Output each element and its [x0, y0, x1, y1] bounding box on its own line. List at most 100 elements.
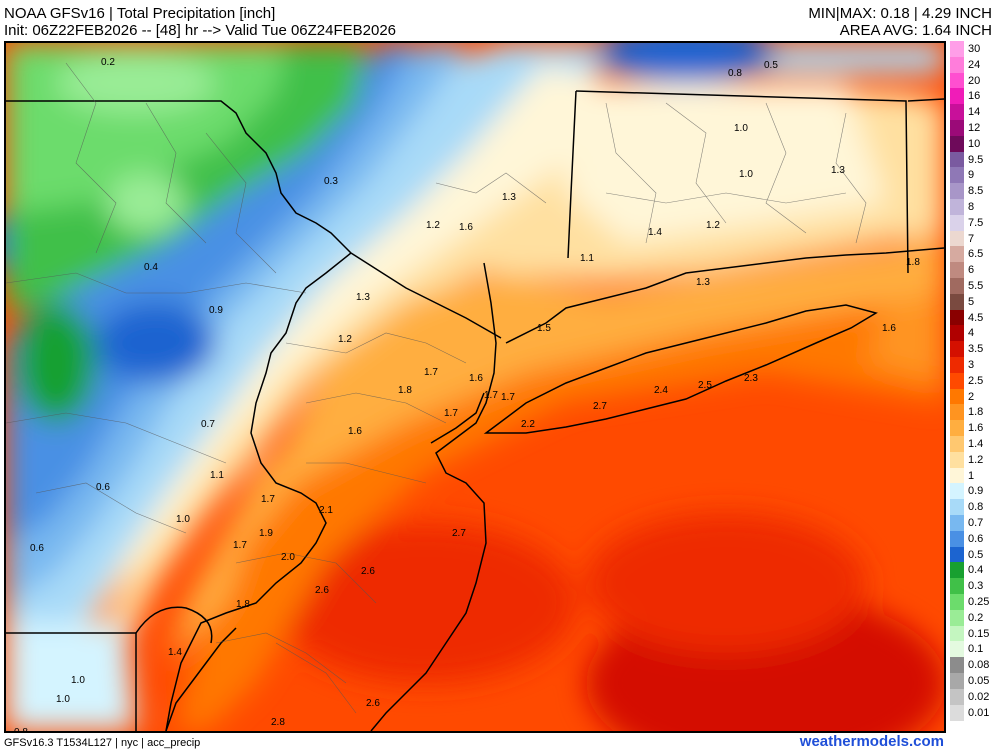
legend-label: 0.25: [968, 596, 990, 608]
precip-value-label: 1.2: [426, 220, 440, 231]
legend-label: 3: [968, 359, 975, 371]
legend-entry: 0.7: [948, 515, 998, 531]
precip-value-label: 1.9: [259, 528, 273, 539]
precip-value-label: 1.1: [580, 253, 594, 264]
legend-label: 20: [968, 74, 981, 87]
legend-entry: 20: [948, 72, 998, 89]
legend-swatch: [950, 404, 964, 421]
precip-value-label: 1.7: [233, 540, 247, 551]
legend-swatch: [950, 530, 964, 547]
legend-entry: 1.4: [948, 436, 998, 452]
precip-value-label: 2.1: [319, 505, 333, 516]
legend-swatch: [950, 704, 964, 721]
precip-value-label: 1.6: [882, 323, 896, 334]
precip-field: [6, 43, 944, 731]
nj-coastline: [370, 262, 497, 731]
legend-entry: 0.4: [948, 562, 998, 579]
legend-swatch: [950, 262, 964, 279]
legend-entry: 0.02: [948, 688, 998, 705]
model-info: GFSv16.3 T1534L127 | nyc | acc_precip: [4, 737, 201, 749]
legend-swatch: [950, 673, 964, 689]
precip-value-label: 2.6: [315, 585, 329, 596]
ny-nj-border: [350, 252, 502, 339]
legend-entry: 1.2: [948, 451, 998, 468]
precip-value-label: 2.0: [281, 552, 295, 563]
legend-label: 2.5: [968, 374, 984, 387]
legend-label: 0.15: [968, 627, 990, 640]
init-valid-time: Init: 06Z22FEB2026 -- [48] hr --> Valid …: [4, 22, 397, 39]
legend-swatch: [950, 641, 964, 658]
legend-label: 0.08: [968, 659, 990, 672]
legend-label: 16: [968, 90, 981, 103]
long-island-outline: [483, 304, 878, 434]
map-title: NOAA GFSv16 | Total Precipitation [inch]: [4, 5, 276, 22]
legend-swatch: [950, 214, 964, 231]
legend-swatch: [950, 578, 964, 595]
precip-value-label: 2.7: [593, 401, 607, 412]
legend-swatch: [950, 515, 964, 531]
legend-label: 0.2: [968, 611, 984, 624]
precip-value-label: 1.4: [648, 227, 662, 238]
precip-value-label: 1.3: [831, 165, 845, 176]
legend-label: 1.6: [968, 422, 984, 435]
color-legend: 30 24 20 16 14 12 10 9.5 9 8.5 8 7.5 7 6.5 6 5.5 5 4.5 4 3.…: [948, 41, 998, 721]
legend-entry: 3: [948, 357, 998, 373]
legend-swatch: [950, 56, 964, 73]
legend-label: 1: [968, 469, 975, 482]
legend-entry: 3.5: [948, 341, 998, 358]
legend-label: 3.5: [968, 343, 984, 356]
precip-value-label: 1.0: [71, 675, 85, 686]
brand-link[interactable]: weathermodels.com: [799, 733, 944, 750]
precip-value-label: 2.3: [744, 373, 758, 384]
legend-label: 6: [968, 264, 975, 277]
legend-entry: 6: [948, 262, 998, 279]
map-value-labels: 0.20.80.51.01.0 1.30.31.31.2 1.6 1.41.20.41…: [14, 57, 920, 731]
legend-label: 4: [968, 327, 975, 340]
legend-entry: 0.05: [948, 673, 998, 689]
legend-entry: 9.5: [948, 151, 998, 168]
precipitation-map[interactable]: 0.2 0.8 0.5 1.0 1.0 1.3 0.3 1.3 1.2 1.6 1.4 1.2 0.4 1…: [4, 41, 946, 733]
precip-value-label: 0.8: [728, 68, 742, 79]
legend-entry: 9: [948, 167, 998, 184]
precip-value-label: 1.5: [537, 323, 551, 334]
legend-entry: 4.5: [948, 309, 998, 326]
legend-label: 0.6: [968, 532, 984, 545]
ny-ct-border: [567, 90, 577, 259]
legend-entry: 0.9: [948, 483, 998, 500]
legend-entry: 0.8: [948, 499, 998, 516]
legend-label: 10: [968, 137, 981, 150]
legend-label: 0.5: [968, 548, 984, 561]
legend-label: 0.3: [968, 580, 984, 593]
precip-value-label: 1.7: [484, 390, 498, 401]
legend-swatch: [950, 72, 964, 89]
legend-label: 14: [968, 106, 981, 119]
legend-label: 2: [968, 390, 975, 403]
legend-entry: 2: [948, 388, 998, 405]
precip-value-label: 1.6: [459, 222, 473, 233]
legend-swatch: [950, 657, 964, 674]
legend-label: 9.5: [968, 153, 984, 166]
ct-coastline: [505, 247, 944, 344]
legend-swatch: [950, 357, 964, 373]
precip-value-label: 2.7: [452, 528, 466, 539]
legend-swatch: [950, 341, 964, 358]
legend-label: 5: [968, 295, 975, 308]
legend-entry: 10: [948, 135, 998, 152]
legend-label: 1.8: [968, 406, 984, 419]
legend-entry: 0.25: [948, 594, 998, 610]
precip-value-label: 0.6: [30, 543, 44, 554]
legend-label: 7: [968, 232, 975, 245]
legend-entry: 24: [948, 56, 998, 73]
county-lines: [6, 62, 867, 714]
legend-entry: 6.5: [948, 246, 998, 263]
precip-value-label: 1.2: [706, 220, 720, 231]
legend-entry: 0.01: [948, 704, 998, 721]
legend-swatch: [950, 104, 964, 121]
legend-entry: 8.5: [948, 183, 998, 200]
precip-value-label: 0.6: [96, 482, 110, 493]
legend-entry: 1.6: [948, 420, 998, 437]
legend-entry: 0.08: [948, 657, 998, 674]
precip-value-label: 1.6: [348, 426, 362, 437]
legend-swatch: [950, 562, 964, 579]
legend-swatch: [950, 230, 964, 247]
